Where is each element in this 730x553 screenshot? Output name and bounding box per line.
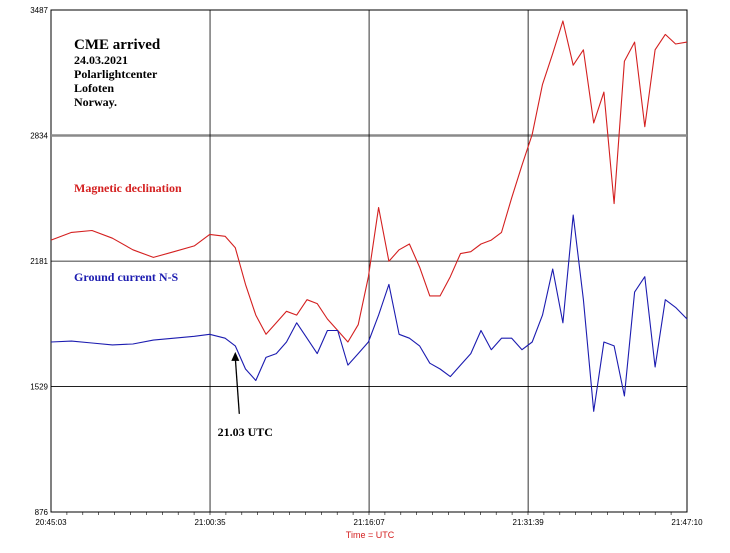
arrow-label: 21.03 UTC	[218, 425, 273, 439]
magnetic-declination-label: Magnetic declination	[74, 181, 182, 195]
ground-current-line	[50, 214, 688, 412]
ground-current-label: Ground current N-S	[74, 270, 179, 284]
arrow-head	[231, 351, 240, 361]
event-line-5: Norway.	[74, 95, 117, 109]
x-tick-label: 21:16:07	[354, 518, 386, 527]
event-line-2: 24.03.2021	[74, 53, 128, 67]
y-tick-label: 3487	[30, 6, 48, 15]
x-tick-label: 20:45:03	[35, 518, 67, 527]
grid-layer	[51, 10, 687, 512]
event-line-1: CME arrived	[74, 37, 161, 53]
event-line-3: Polarlightcenter	[74, 67, 158, 81]
arrow-shaft	[234, 357, 240, 414]
x-tick-label: 21:47:10	[671, 518, 703, 527]
y-tick-label: 1529	[30, 382, 48, 391]
x-tick-label: 21:00:35	[194, 518, 226, 527]
event-annotation: CME arrived 24.03.2021 Polarlightcenter …	[74, 37, 161, 109]
x-axis-label: Time = UTC	[346, 530, 395, 540]
y-tick-label: 2181	[30, 257, 48, 266]
magnetic-declination-line	[50, 20, 688, 343]
event-line-4: Lofoten	[74, 81, 114, 95]
series-layer	[50, 20, 688, 412]
arrow-annotation: 21.03 UTC	[218, 351, 273, 439]
y-tick-label: 2834	[30, 132, 48, 141]
y-tick-label: 876	[35, 508, 49, 517]
x-tick-label: 21:31:39	[513, 518, 545, 527]
